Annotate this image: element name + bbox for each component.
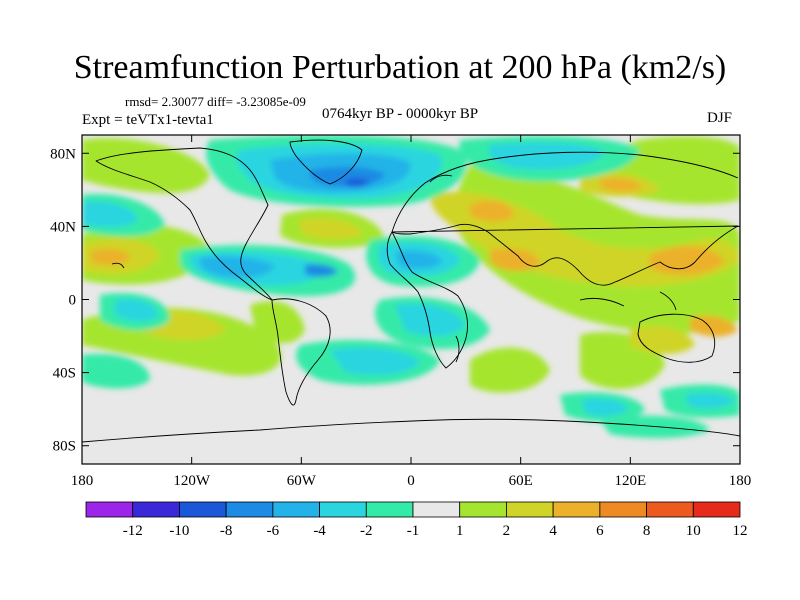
contour-negative-region <box>82 201 138 228</box>
contour-positive-region <box>600 178 642 192</box>
colorbar-label: -8 <box>220 523 233 539</box>
coastline-north-america <box>95 147 273 301</box>
colorbar-swatch <box>272 501 320 518</box>
coastline-antarctica <box>82 418 740 443</box>
coastline-australia <box>637 313 716 363</box>
contour-positive-region <box>650 246 725 275</box>
contour-positive-region <box>690 315 738 337</box>
colorbar-swatch <box>132 501 180 518</box>
contour-positive-region <box>470 347 550 393</box>
plot-title: Streamfunction Perturbation at 200 hPa (… <box>73 49 727 86</box>
contour-negative-region <box>305 263 338 277</box>
colorbar-swatch <box>459 501 507 518</box>
contour-negative-region <box>330 347 420 376</box>
contour-negative-region <box>395 303 465 337</box>
contour-negative-region <box>115 298 158 322</box>
colorbar-label: 10 <box>686 523 701 539</box>
lat-tick-label: 80N <box>50 146 76 162</box>
contour-fields <box>82 135 740 443</box>
colorbar-label: -1 <box>407 523 420 539</box>
contour-positive-region <box>250 301 305 344</box>
colorbar-label: -4 <box>313 523 326 539</box>
colorbar-label: -10 <box>169 523 189 539</box>
colorbar-swatch <box>692 501 741 518</box>
contour-negative-region <box>199 256 275 278</box>
colorbar-label: 12 <box>733 523 748 539</box>
colorbar-label: -12 <box>123 523 143 539</box>
contour-negative-region <box>82 353 150 389</box>
lat-tick-label: 40N <box>50 219 76 235</box>
contour-negative-region <box>488 142 605 170</box>
colorbar-label: -2 <box>360 523 373 539</box>
coastline-eurasia <box>391 151 739 286</box>
colorbar-swatch <box>506 501 554 518</box>
lat-tick-label: 0 <box>69 293 77 309</box>
lon-tick-label: 60W <box>287 473 317 489</box>
contour-negative-region <box>685 392 735 409</box>
lat-tick-label: 40S <box>53 366 76 382</box>
lon-tick-label: 180 <box>729 473 752 489</box>
colorbar-label: 8 <box>643 523 651 539</box>
experiment-label: Expt = teVTx1-tevta1 <box>82 112 214 128</box>
contour-positive-region <box>82 138 210 194</box>
contour-positive-region <box>300 217 362 240</box>
colorbar-swatch <box>552 501 601 518</box>
colorbar-label: 6 <box>596 523 604 539</box>
lon-tick-label: 120W <box>173 473 211 489</box>
season-label: DJF <box>707 110 733 126</box>
colorbar-swatch <box>599 501 647 518</box>
coastline-south-america <box>271 298 331 406</box>
lat-tick-label: 80S <box>53 439 76 455</box>
colorbar-label: 4 <box>549 523 557 539</box>
contour-positive-region <box>90 249 130 265</box>
lon-tick-label: 0 <box>407 473 415 489</box>
coastline-greenland <box>289 139 363 185</box>
contour-negative-region <box>345 178 370 187</box>
lon-tick-label: 60E <box>509 473 533 489</box>
coastlines <box>82 139 740 443</box>
colorbar-label: 1 <box>456 523 464 539</box>
lon-tick-label: 180 <box>71 473 94 489</box>
contour-positive-region <box>470 200 515 222</box>
colorbar-swatch <box>179 501 227 518</box>
contour-negative-region <box>582 398 628 417</box>
colorbar-swatch <box>365 501 414 518</box>
coastline-islands <box>111 174 677 363</box>
stats-label: rmsd= 2.30077 diff= -3.23085e-09 <box>125 94 306 109</box>
map-ticks: 80N 40N 0 40S 80S 180 120W 60W 0 60E 120E 180 <box>50 135 751 489</box>
contour-positive-region <box>490 248 540 272</box>
colorbar-swatch <box>412 501 461 518</box>
colorbar-label: 2 <box>503 523 511 539</box>
lon-tick-label: 120E <box>614 473 646 489</box>
colorbar: -12 -10 -8 -6 -4 -2 -1 1 2 4 6 8 10 12 <box>85 501 748 539</box>
coastline-africa <box>386 231 469 369</box>
period-label: 0764kyr BP - 0000kyr BP <box>322 106 479 122</box>
colorbar-swatch <box>225 501 274 518</box>
colorbar-swatch <box>85 501 134 518</box>
colorbar-swatch <box>319 501 367 518</box>
colorbar-label: -6 <box>267 523 280 539</box>
colorbar-swatch <box>646 501 694 518</box>
